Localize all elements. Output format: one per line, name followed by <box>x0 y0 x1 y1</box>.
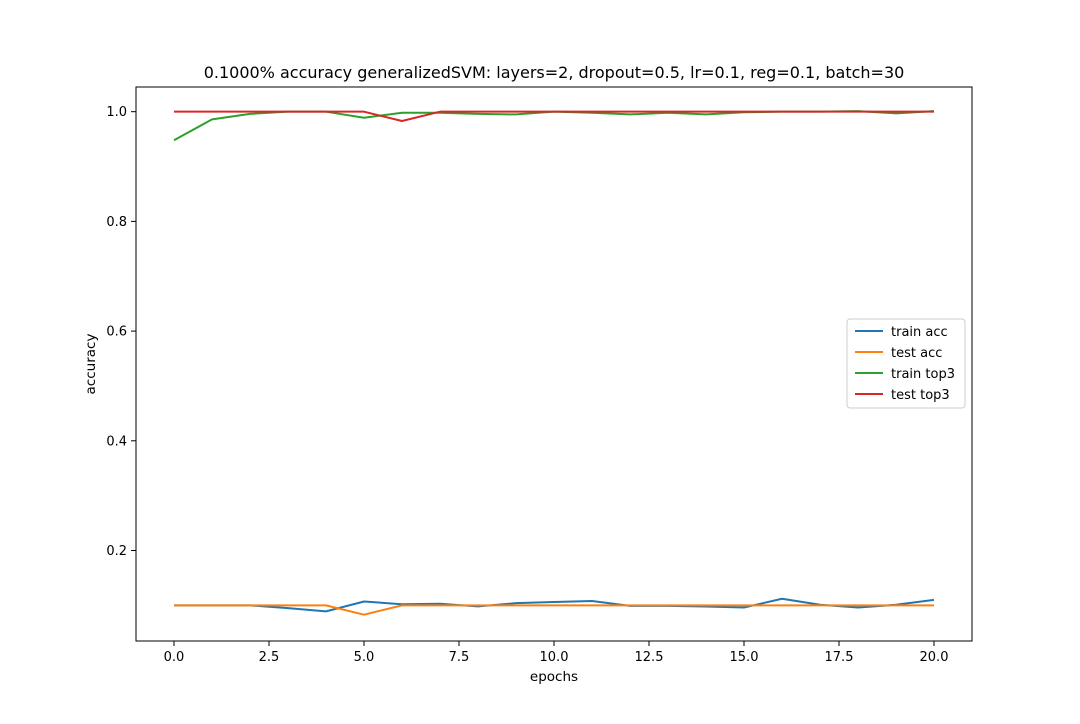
legend-entry-label: train acc <box>891 325 948 340</box>
x-tick-label: 7.5 <box>449 650 470 665</box>
legend: train acc test acc train top3 test top3 <box>846 318 966 409</box>
legend-entry-label: test top3 <box>891 388 950 403</box>
x-tick-label: 20.0 <box>920 650 949 665</box>
y-tick-label: 0.6 <box>106 325 127 340</box>
x-tick-label: 10.0 <box>540 650 569 665</box>
series-line-test-top3 <box>174 110 934 123</box>
x-tick-label: 15.0 <box>730 650 759 665</box>
chart-title: 0.1000% accuracy generalizedSVM: layers=… <box>204 63 905 82</box>
y-tick-label: 0.8 <box>106 215 127 230</box>
series-layer <box>173 110 935 616</box>
series-line-train-acc <box>174 597 935 613</box>
series-line-test-acc <box>174 604 934 616</box>
plot-frame <box>135 86 973 642</box>
x-tick-label: 12.5 <box>635 650 664 665</box>
legend-box <box>846 318 966 409</box>
x-tick-label: 2.5 <box>259 650 280 665</box>
y-tick-label: 1.0 <box>106 105 127 120</box>
y-tick-label: 0.2 <box>106 544 127 559</box>
axis-ticks: 0.0 2.5 5.0 7.5 10.0 12.5 15.0 17.5 20.0 0.2 0.4 0.… <box>106 105 948 665</box>
x-tick-label: 0.0 <box>164 650 185 665</box>
y-tick-label: 0.4 <box>106 434 127 449</box>
x-tick-label: 17.5 <box>825 650 854 665</box>
legend-entry-label: train top3 <box>891 367 955 382</box>
y-axis-label: accuracy <box>83 334 99 395</box>
x-tick-label: 5.0 <box>354 650 375 665</box>
legend-entry-label: test acc <box>891 346 942 361</box>
x-axis-label: epochs <box>530 669 578 685</box>
